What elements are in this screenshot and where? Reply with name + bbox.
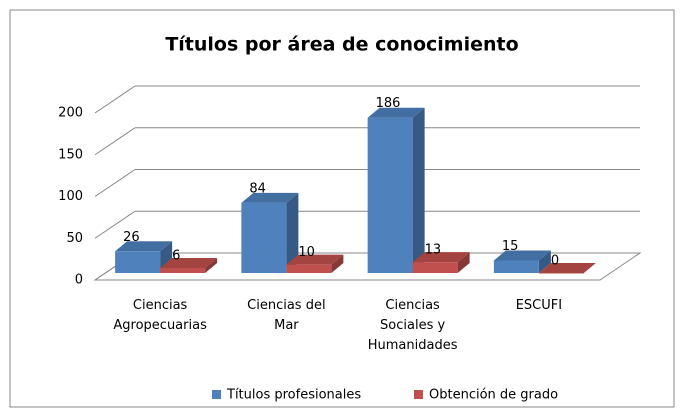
legend-label: Obtención de grado bbox=[429, 388, 558, 403]
bar bbox=[367, 117, 413, 273]
x-tick-label: Ciencias Sociales y Humanidades bbox=[368, 298, 458, 353]
bar-side bbox=[331, 254, 344, 273]
data-label: 6 bbox=[172, 248, 180, 263]
data-label: 84 bbox=[249, 181, 266, 196]
bar-top bbox=[160, 257, 218, 268]
x-tick-label: Ciencias del Mar bbox=[247, 298, 325, 333]
y-tick-label: 150 bbox=[58, 147, 83, 162]
grid-line-diagonal bbox=[94, 169, 136, 197]
x-tick-label: Ciencias Agropecuarias bbox=[113, 298, 207, 333]
bar-top bbox=[493, 250, 551, 261]
bar-top bbox=[412, 252, 470, 263]
bar-top bbox=[115, 241, 173, 252]
grid-line-diagonal bbox=[94, 210, 136, 239]
bar-top bbox=[286, 254, 344, 265]
bar-top bbox=[367, 107, 425, 118]
bar-side bbox=[412, 107, 425, 273]
y-tick-label: 100 bbox=[58, 189, 83, 204]
chart-border bbox=[9, 9, 675, 408]
data-label: 10 bbox=[298, 245, 315, 260]
y-tick-label: 0 bbox=[75, 273, 83, 288]
bar-top bbox=[241, 192, 299, 203]
y-tick-label: 50 bbox=[66, 231, 83, 246]
grid-line-diagonal bbox=[94, 85, 136, 114]
x-tick-label: ESCUFI bbox=[516, 298, 562, 313]
bar-side bbox=[205, 257, 218, 273]
legend-swatch bbox=[414, 390, 423, 399]
bar-side bbox=[286, 192, 299, 273]
bar-top bbox=[538, 263, 596, 273]
data-label: 15 bbox=[502, 239, 519, 254]
data-label: 186 bbox=[376, 96, 401, 111]
bar bbox=[286, 264, 332, 273]
bar-side bbox=[457, 252, 470, 273]
bar bbox=[412, 262, 458, 273]
bar bbox=[241, 202, 287, 273]
bar bbox=[493, 260, 539, 273]
grid-line-diagonal bbox=[94, 127, 136, 156]
legend-label: Títulos profesionales bbox=[226, 388, 361, 403]
data-label: 13 bbox=[425, 243, 442, 258]
data-label: 26 bbox=[123, 230, 140, 245]
bar bbox=[538, 273, 584, 274]
bar bbox=[115, 251, 161, 273]
data-label: 0 bbox=[551, 254, 559, 269]
y-tick-label: 200 bbox=[58, 106, 83, 121]
bar bbox=[160, 267, 206, 273]
legend-swatch bbox=[212, 390, 221, 399]
chart-title: Títulos por área de conocimiento bbox=[165, 34, 518, 56]
bar-side bbox=[538, 250, 551, 273]
